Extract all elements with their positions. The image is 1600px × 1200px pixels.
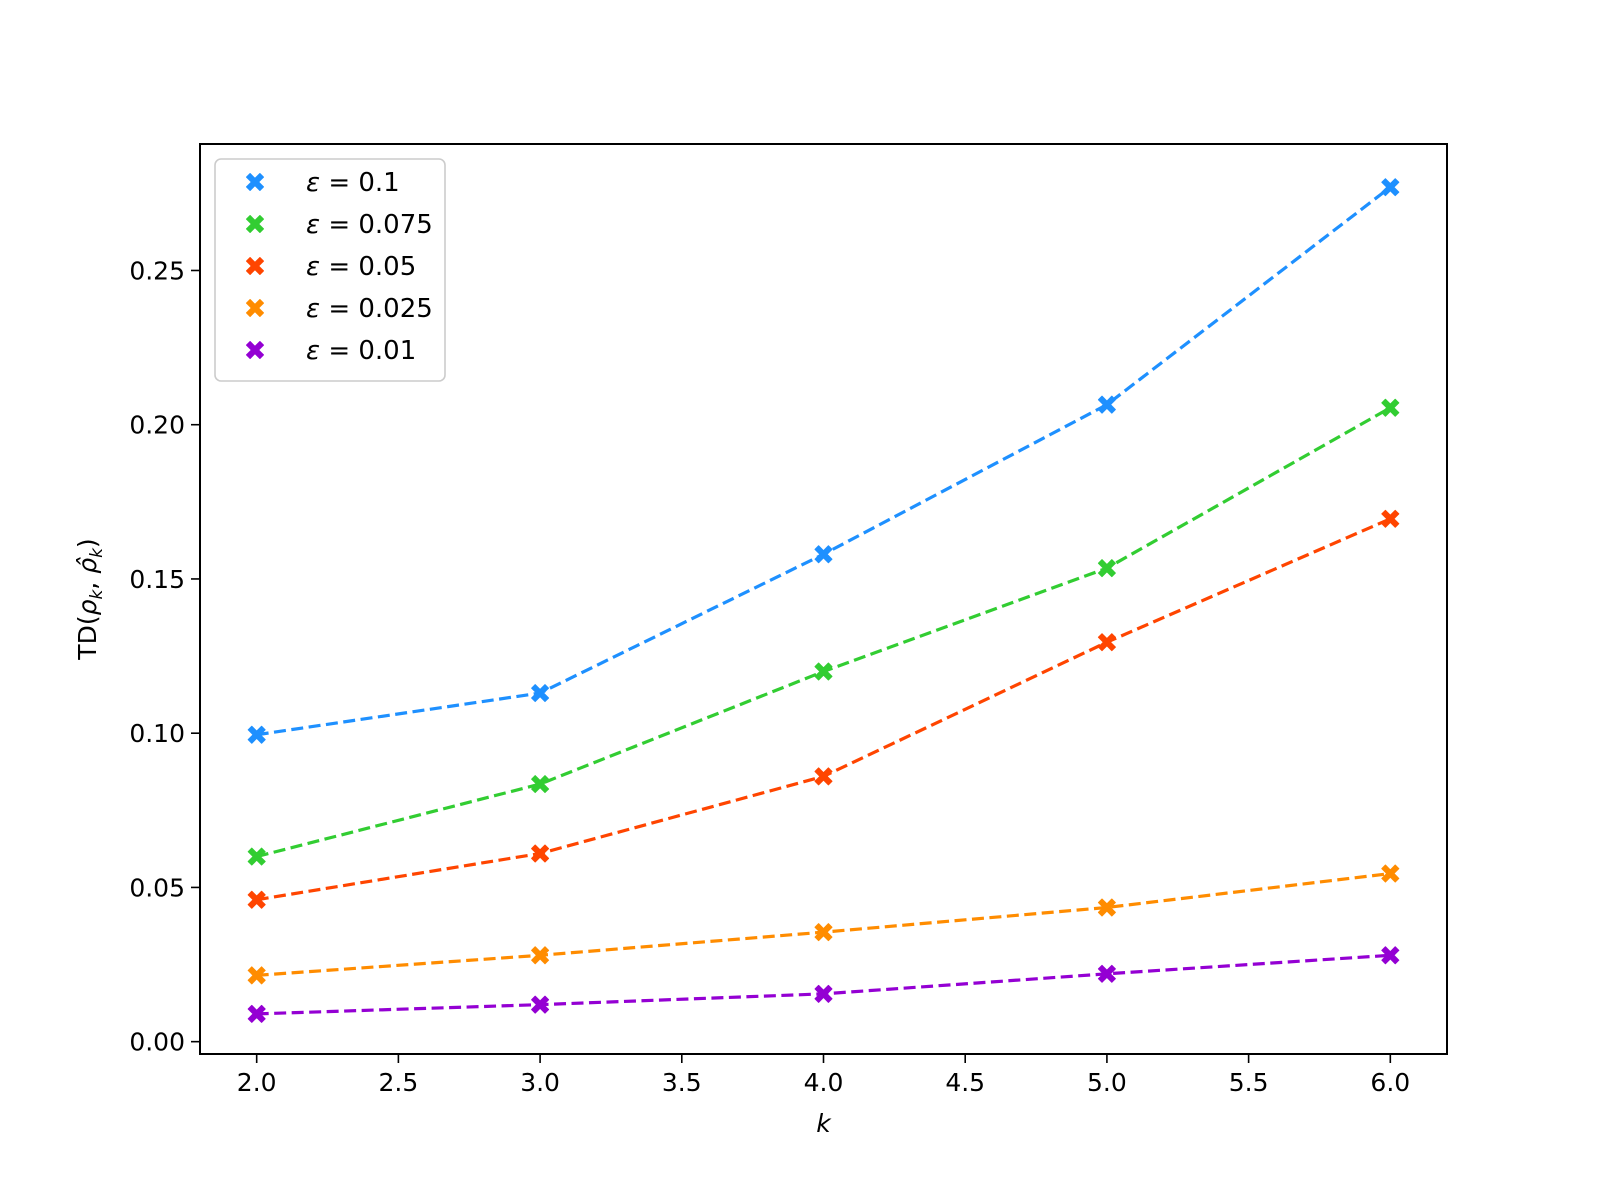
data-point-marker bbox=[247, 966, 266, 985]
legend-label: ε = 0.05 bbox=[306, 252, 416, 282]
data-point-marker bbox=[1097, 633, 1116, 652]
x-tick-label: 3.5 bbox=[662, 1068, 702, 1097]
legend-entry: ε = 0.01 bbox=[246, 336, 416, 366]
legend-entry: ε = 0.1 bbox=[246, 168, 400, 198]
legend-label: ε = 0.075 bbox=[306, 210, 433, 240]
legend-marker bbox=[246, 341, 264, 359]
legend-box bbox=[214, 158, 446, 382]
legend-label: ε = 0.01 bbox=[306, 336, 416, 366]
data-point-marker bbox=[1381, 398, 1400, 417]
series-3 bbox=[247, 509, 1400, 909]
data-point-marker bbox=[1381, 864, 1400, 883]
data-point-marker bbox=[247, 847, 266, 866]
data-point-marker bbox=[247, 725, 266, 744]
legend-marker bbox=[246, 257, 264, 275]
y-tick-label: 0.20 bbox=[129, 411, 185, 440]
y-tick-label: 0.05 bbox=[129, 873, 185, 902]
data-point-marker bbox=[1097, 964, 1116, 983]
data-point-marker bbox=[814, 984, 833, 1003]
y-axis-label: TD(ρk, ρ̂k) bbox=[73, 538, 107, 660]
x-tick-label: 4.0 bbox=[804, 1068, 844, 1097]
legend-marker bbox=[246, 215, 264, 233]
data-point-marker bbox=[531, 844, 550, 863]
x-tick-label: 2.0 bbox=[237, 1068, 277, 1097]
x-tick-label: 3.0 bbox=[520, 1068, 560, 1097]
legend-marker bbox=[246, 299, 264, 317]
legend-entry: ε = 0.025 bbox=[246, 294, 433, 324]
data-point-marker bbox=[247, 890, 266, 909]
data-point-marker bbox=[814, 662, 833, 681]
data-point-marker bbox=[1381, 946, 1400, 965]
x-tick-label: 6.0 bbox=[1370, 1068, 1410, 1097]
x-tick-label: 5.0 bbox=[1087, 1068, 1127, 1097]
legend-label: ε = 0.1 bbox=[306, 168, 400, 198]
x-tick-label: 5.5 bbox=[1229, 1068, 1269, 1097]
data-point-marker bbox=[247, 1004, 266, 1023]
series-1 bbox=[247, 178, 1400, 744]
y-tick-label: 0.15 bbox=[129, 565, 185, 594]
data-point-marker bbox=[531, 946, 550, 965]
y-tick-label: 0.25 bbox=[129, 256, 185, 285]
legend-label: ε = 0.025 bbox=[306, 294, 433, 324]
series-5 bbox=[247, 946, 1400, 1023]
data-point-marker bbox=[1381, 509, 1400, 528]
data-point-marker bbox=[814, 923, 833, 942]
y-tick-label: 0.10 bbox=[129, 719, 185, 748]
data-point-marker bbox=[531, 775, 550, 794]
data-point-marker bbox=[531, 684, 550, 703]
x-tick-label: 2.5 bbox=[379, 1068, 419, 1097]
legend-entry: ε = 0.075 bbox=[246, 210, 433, 240]
data-point-marker bbox=[1097, 395, 1116, 414]
x-axis-label: k bbox=[816, 1109, 832, 1138]
series-2 bbox=[247, 398, 1400, 866]
legend-entry: ε = 0.05 bbox=[246, 252, 416, 282]
data-point-marker bbox=[1381, 178, 1400, 197]
axes: 2.0 2.5 3.0 3.5 4.0 4.5 5.0 5.5 6.0 0.00 0.05 0.10 0… bbox=[73, 143, 1448, 1138]
data-point-marker bbox=[531, 995, 550, 1014]
x-tick-label: 4.5 bbox=[945, 1068, 985, 1097]
data-point-marker bbox=[814, 767, 833, 786]
data-point-marker bbox=[1097, 898, 1116, 917]
legend-marker bbox=[246, 173, 264, 191]
series-4 bbox=[247, 864, 1400, 985]
y-tick-label: 0.00 bbox=[129, 1028, 185, 1057]
data-point-marker bbox=[814, 545, 833, 564]
data-point-marker bbox=[1097, 559, 1116, 578]
plot-area bbox=[247, 178, 1400, 1023]
legend: ε = 0.1 ε = 0.075 ε = 0.05 ε = 0.025 ε = 0.0… bbox=[214, 158, 446, 382]
